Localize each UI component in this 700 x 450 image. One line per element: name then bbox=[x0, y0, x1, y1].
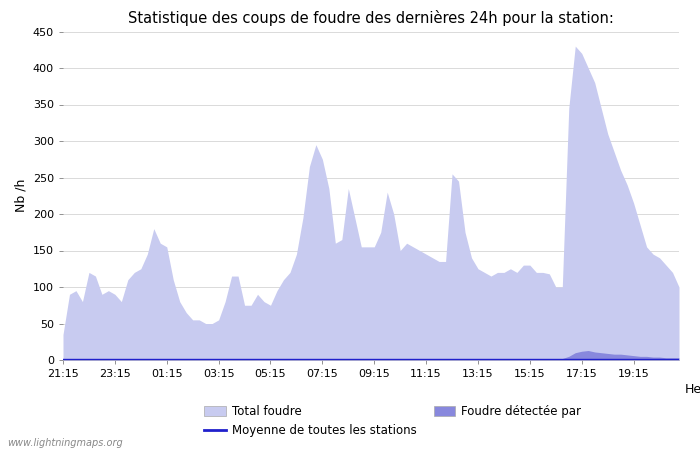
Legend: Total foudre, Moyenne de toutes les stations, Foudre détectée par: Total foudre, Moyenne de toutes les stat… bbox=[204, 405, 581, 437]
Text: Heure: Heure bbox=[685, 383, 700, 396]
Text: www.lightningmaps.org: www.lightningmaps.org bbox=[7, 438, 122, 448]
Title: Statistique des coups de foudre des dernières 24h pour la station:: Statistique des coups de foudre des dern… bbox=[128, 10, 614, 26]
Y-axis label: Nb /h: Nb /h bbox=[14, 179, 27, 212]
